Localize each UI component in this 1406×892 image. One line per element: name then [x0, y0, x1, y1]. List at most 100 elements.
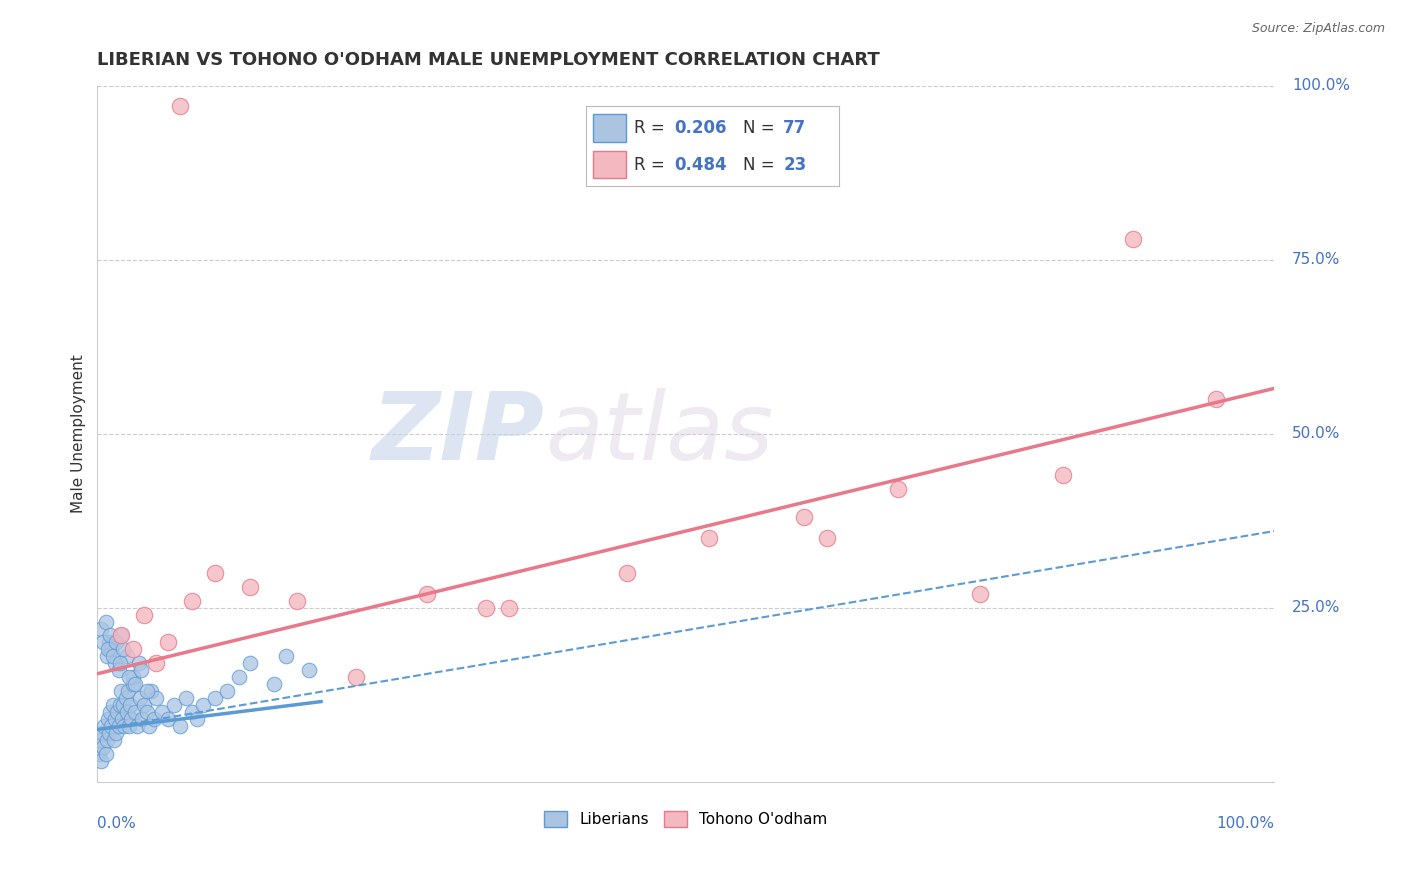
Point [887, 483, 910, 497]
Point [112, 642, 135, 657]
Point [121, 670, 143, 684]
Point [90, 754, 112, 768]
Text: 50.0%: 50.0% [1292, 426, 1340, 441]
Point [94, 747, 117, 761]
Point [150, 705, 173, 719]
Point [118, 670, 141, 684]
Point [142, 712, 165, 726]
Point [145, 691, 167, 706]
Point [117, 684, 139, 698]
Point [145, 657, 167, 671]
Point [239, 657, 262, 671]
Point [98, 628, 121, 642]
Point [135, 684, 157, 698]
Point [287, 593, 309, 607]
Text: 100.0%: 100.0% [1216, 816, 1274, 831]
Point [112, 719, 135, 733]
Point [110, 628, 132, 642]
Point [118, 719, 141, 733]
Point [193, 698, 215, 712]
Point [815, 531, 838, 545]
Point [121, 712, 143, 726]
Point [163, 698, 186, 712]
Point [93, 719, 115, 733]
Text: 0.0%: 0.0% [97, 816, 136, 831]
Point [105, 705, 128, 719]
Point [1052, 468, 1074, 483]
Point [121, 642, 143, 657]
Point [138, 719, 160, 733]
Y-axis label: Male Unemployment: Male Unemployment [72, 354, 86, 513]
Text: atlas: atlas [544, 388, 773, 479]
Point [107, 719, 129, 733]
Point [127, 719, 149, 733]
Point [124, 705, 146, 719]
Text: 75.0%: 75.0% [1292, 252, 1340, 267]
Point [101, 649, 124, 664]
Point [100, 719, 122, 733]
Point [274, 649, 297, 664]
Point [169, 99, 191, 113]
Point [498, 600, 520, 615]
Point [110, 628, 132, 642]
Point [156, 712, 179, 726]
Point [204, 691, 226, 706]
Point [97, 642, 120, 657]
Point [103, 732, 125, 747]
Point [1122, 232, 1144, 246]
Text: ZIP: ZIP [371, 388, 544, 480]
Point [239, 580, 262, 594]
Point [128, 657, 150, 671]
Point [100, 642, 122, 657]
Point [616, 566, 638, 580]
Point [111, 712, 134, 726]
Point [131, 712, 153, 726]
Point [793, 510, 815, 524]
Point [134, 698, 156, 712]
Point [121, 677, 143, 691]
Text: 100.0%: 100.0% [1292, 78, 1350, 93]
Point [89, 732, 111, 747]
Point [120, 698, 142, 712]
Point [97, 712, 120, 726]
Point [105, 726, 128, 740]
Point [91, 635, 114, 649]
Point [90, 622, 112, 636]
Point [108, 657, 131, 671]
Point [129, 663, 152, 677]
Point [115, 705, 138, 719]
Point [156, 635, 179, 649]
Point [135, 705, 157, 719]
Point [141, 684, 163, 698]
Point [104, 712, 127, 726]
Point [1205, 392, 1227, 406]
Point [186, 712, 208, 726]
Point [298, 663, 321, 677]
Point [101, 698, 124, 712]
Point [107, 663, 129, 677]
Point [98, 726, 121, 740]
Point [215, 684, 238, 698]
Point [475, 600, 498, 615]
Point [969, 587, 991, 601]
Point [96, 732, 118, 747]
Point [114, 691, 136, 706]
Point [91, 726, 114, 740]
Point [112, 698, 135, 712]
Point [204, 566, 226, 580]
Point [98, 705, 121, 719]
Text: Source: ZipAtlas.com: Source: ZipAtlas.com [1251, 22, 1385, 36]
Point [263, 677, 285, 691]
Point [115, 649, 138, 664]
Text: LIBERIAN VS TOHONO O'ODHAM MALE UNEMPLOYMENT CORRELATION CHART: LIBERIAN VS TOHONO O'ODHAM MALE UNEMPLOY… [97, 51, 880, 69]
Point [174, 691, 197, 706]
Point [110, 684, 132, 698]
Point [416, 587, 439, 601]
Point [104, 657, 127, 671]
Point [124, 677, 146, 691]
Point [134, 607, 156, 622]
Point [96, 649, 118, 664]
Point [169, 719, 191, 733]
Point [699, 531, 721, 545]
Point [344, 670, 367, 684]
